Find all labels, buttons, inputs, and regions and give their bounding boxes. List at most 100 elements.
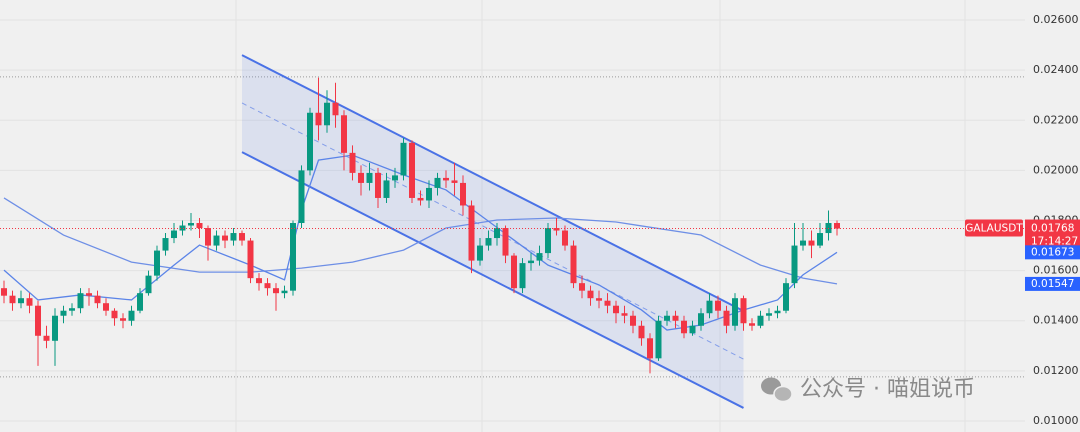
y-tick-label: 0.01600: [1033, 264, 1079, 277]
candle-body: [205, 228, 211, 246]
candle-body: [196, 223, 203, 229]
candle-body: [103, 303, 109, 311]
channel-middle: [241, 102, 744, 360]
candle-body: [315, 112, 322, 126]
candle-body: [417, 197, 424, 201]
time-grid: [235, 0, 966, 432]
candle-body: [791, 245, 798, 284]
candle-body: [426, 187, 432, 201]
watermark: 公众号 · 喵姐说币: [761, 377, 975, 403]
candle-body: [77, 293, 84, 309]
candle-body: [290, 223, 296, 291]
candle-body: [596, 298, 602, 301]
candle-body: [35, 305, 41, 336]
candle-body: [349, 152, 356, 173]
watermark-text: 公众号 · 喵姐说币: [800, 377, 975, 402]
candle-body: [18, 298, 24, 304]
candle-body: [749, 323, 755, 326]
candle-body: [128, 310, 135, 321]
candle-body: [256, 278, 262, 284]
candle-body: [468, 205, 475, 261]
candle-body: [69, 308, 75, 311]
candle-body: [434, 177, 441, 188]
candle-body: [502, 228, 509, 256]
candle-body: [681, 320, 687, 334]
ma-badge: [1025, 245, 1080, 260]
y-tick-label: 0.02000: [1033, 163, 1079, 176]
candle-body: [358, 172, 364, 183]
candle-body: [511, 255, 517, 289]
channel-upper: [241, 54, 744, 312]
candle-body: [808, 240, 815, 246]
price-badge: [1025, 219, 1080, 248]
candle-body: [409, 142, 415, 198]
candle-body: [111, 310, 118, 319]
candle-body: [26, 298, 33, 306]
candle-body: [545, 228, 551, 254]
candle-body: [1, 288, 7, 296]
candle-body: [230, 233, 237, 241]
candle-body: [655, 320, 662, 359]
candle-body: [400, 142, 407, 176]
symbol-label: GALAUSDT: [965, 223, 1023, 235]
y-tick-label: 0.01000: [1033, 414, 1079, 427]
candle-body: [817, 233, 823, 246]
candle-body: [630, 315, 636, 326]
candle-body: [443, 177, 449, 181]
candle-body: [834, 223, 840, 229]
symbol-badge: [965, 219, 1023, 237]
last-price-label: 0.01768: [1031, 223, 1074, 235]
candle-body: [774, 310, 781, 314]
candle-body: [647, 338, 653, 359]
candle-body: [494, 228, 500, 239]
candle-body: [485, 238, 492, 246]
y-tick-label: 0.02600: [1033, 13, 1079, 26]
candle-body: [324, 102, 330, 126]
candle-body: [9, 295, 16, 304]
candle-body: [86, 293, 92, 296]
candle-body: [621, 313, 628, 316]
candle-body: [715, 300, 721, 311]
y-tick-label: 0.02200: [1033, 113, 1079, 126]
y-tick-label: 0.02400: [1033, 63, 1079, 76]
candle-body: [366, 172, 373, 183]
candle-body: [825, 223, 832, 234]
candle-body: [519, 263, 526, 289]
candle-body: [332, 102, 339, 116]
candle-body: [162, 238, 169, 251]
candle-body: [638, 325, 645, 339]
y-tick-label: 0.01400: [1033, 314, 1079, 327]
candle-body: [213, 235, 220, 246]
candle-body: [179, 225, 186, 231]
candle-body: [145, 275, 152, 294]
candle-body: [383, 180, 390, 198]
candle-body: [188, 223, 194, 226]
candle-body: [732, 298, 738, 326]
candle-body: [706, 300, 713, 314]
plot: [0, 54, 1025, 409]
candle-body: [689, 325, 696, 334]
candle-body: [451, 180, 458, 183]
candle-body: [460, 182, 466, 206]
candle-body: [298, 170, 305, 224]
candle-body: [579, 283, 585, 291]
candle-body: [307, 112, 313, 171]
candle-body: [94, 295, 101, 304]
candle-body: [52, 315, 58, 341]
candle-body: [247, 240, 254, 279]
candle-body: [528, 260, 534, 264]
candle-body: [273, 288, 279, 294]
candle-body: [120, 318, 126, 321]
candle-body: [60, 310, 67, 316]
candle-body: [766, 313, 772, 316]
candle-body: [281, 290, 288, 294]
price-axis: 0.026000.024000.022000.020000.018000.016…: [965, 13, 1080, 427]
candle-body: [664, 315, 670, 321]
candle-body: [392, 175, 398, 181]
candle-body: [137, 293, 143, 311]
candle-body: [43, 335, 50, 341]
candle-body: [613, 305, 619, 314]
candle-body: [222, 235, 228, 241]
candle-body: [375, 172, 381, 198]
